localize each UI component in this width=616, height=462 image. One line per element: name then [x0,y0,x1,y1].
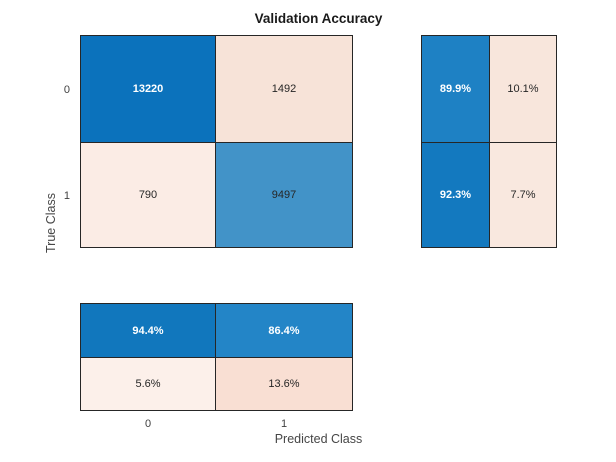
x-axis-tick-0: 0 [144,418,152,430]
row-summary-cell-0-1: 10.1% [490,36,556,143]
row-summary-block: 89.9% 10.1% 92.3% 7.7% [421,35,557,248]
row-summary-cell-1-1: 7.7% [490,143,556,247]
y-axis-tick-1: 1 [63,190,70,202]
row-summary-cell-0-0: 89.9% [422,36,490,143]
confusion-matrix-main: 13220 1492 790 9497 [80,35,353,248]
column-summary-cell-0-0: 94.4% [81,304,216,358]
chart-title: Validation Accuracy [254,11,383,26]
x-axis-label: Predicted Class [274,432,363,446]
column-summary-cell-1-1: 13.6% [216,358,352,410]
y-axis-tick-0: 0 [63,84,70,96]
column-summary-cell-1-0: 5.6% [81,358,216,410]
matrix-cell-0-0: 13220 [81,36,216,143]
x-axis-tick-1: 1 [280,418,288,430]
row-summary-cell-1-0: 92.3% [422,143,490,247]
matrix-cell-1-0: 790 [81,143,216,247]
column-summary-block: 94.4% 86.4% 5.6% 13.6% [80,303,353,411]
matrix-cell-1-1: 9497 [216,143,352,247]
column-summary-cell-0-1: 86.4% [216,304,352,358]
y-axis-label: True Class [44,193,58,253]
matrix-cell-0-1: 1492 [216,36,352,143]
